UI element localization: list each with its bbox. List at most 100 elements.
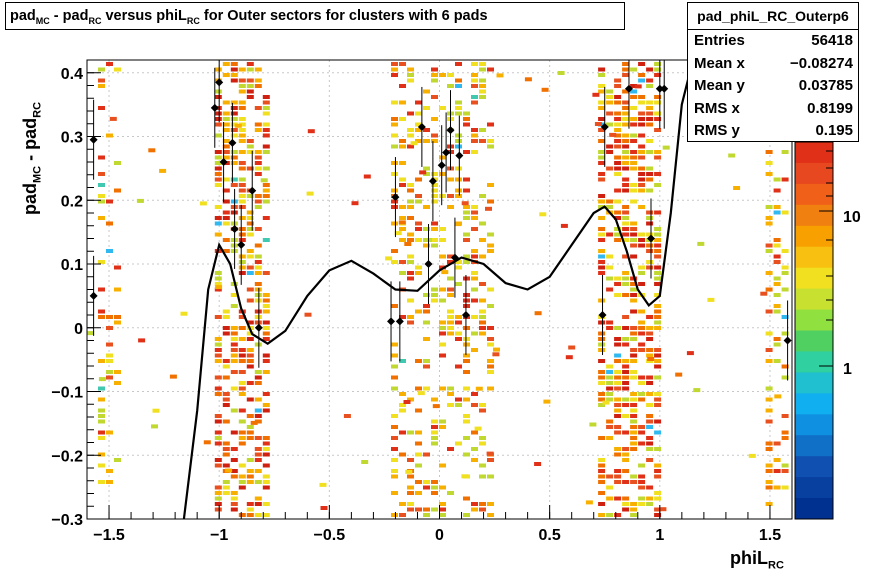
heatmap-cell <box>407 133 414 138</box>
heatmap-cell <box>622 370 630 374</box>
heatmap-cell <box>614 293 622 297</box>
heatmap-cell <box>222 491 230 495</box>
heatmap-cell <box>622 496 630 501</box>
heatmap-cell <box>598 320 606 325</box>
heatmap-cell <box>222 419 230 424</box>
heatmap-cell <box>630 403 638 407</box>
heatmap-cell <box>431 485 438 490</box>
heatmap-cell <box>485 206 492 211</box>
heatmap-cell <box>614 95 622 99</box>
heatmap-cell <box>238 78 246 83</box>
heatmap-cell <box>246 337 254 341</box>
heatmap-cell <box>622 381 630 385</box>
heatmap-cell <box>622 414 630 418</box>
heatmap-cell <box>646 331 654 336</box>
heatmap-cell <box>391 221 398 226</box>
heatmap-cell <box>106 359 113 363</box>
heatmap-cell <box>410 141 418 146</box>
heatmap-cell <box>598 298 606 303</box>
heatmap-cell <box>148 148 156 153</box>
heatmap-cell <box>773 337 781 341</box>
heatmap-cell <box>622 271 630 275</box>
heatmap-cell <box>646 381 654 385</box>
heatmap-cell <box>630 89 638 94</box>
heatmap-cell <box>106 370 113 374</box>
heatmap-cell <box>431 419 438 424</box>
heatmap-cell <box>585 500 593 505</box>
heatmap-cell <box>614 282 622 286</box>
heatmap-cell <box>638 205 646 209</box>
heatmap-cell <box>455 441 462 446</box>
heatmap-cell <box>262 111 270 116</box>
heatmap-cell <box>646 177 654 182</box>
heatmap-cell <box>262 320 270 325</box>
heatmap-cell <box>487 199 494 204</box>
x-tick-label: −1.5 <box>93 527 125 544</box>
heatmap-cell <box>238 419 246 424</box>
heatmap-cell <box>463 276 470 281</box>
profile-point <box>655 84 664 93</box>
heatmap-cell <box>391 491 398 495</box>
heatmap-cell <box>98 452 105 457</box>
heatmap-cell <box>407 260 414 264</box>
heatmap-cell <box>598 469 606 473</box>
heatmap-cell <box>423 309 430 314</box>
heatmap-cell <box>646 375 654 380</box>
y-axis: −0.3 −0.2 −0.1 0 0.1 0.2 0.3 0.4 <box>51 66 101 529</box>
heatmap-cell <box>246 397 254 402</box>
heatmap-cell <box>391 458 398 462</box>
heatmap-cell <box>630 298 638 303</box>
color-scale-step <box>795 246 833 269</box>
heatmap-cell <box>773 254 781 259</box>
heatmap-cell <box>622 480 630 484</box>
heatmap-cell <box>455 337 462 341</box>
heatmap-cell <box>230 100 238 105</box>
heatmap-cell <box>254 309 262 314</box>
color-scale-step <box>795 435 833 457</box>
heatmap-cell <box>238 161 246 165</box>
heatmap-cell <box>230 106 238 110</box>
heatmap-cell <box>606 513 614 517</box>
profile-point <box>89 135 98 144</box>
heatmap-cell <box>238 441 246 446</box>
heatmap-cell <box>493 347 500 352</box>
color-scale-step <box>795 288 833 310</box>
heatmap-cell <box>455 188 462 193</box>
heatmap-cell <box>254 320 262 325</box>
heatmap-cell <box>222 150 230 154</box>
heatmap-cell <box>654 463 662 468</box>
color-scale-step <box>795 372 833 394</box>
heatmap-cell <box>765 397 773 402</box>
heatmap-cell <box>463 254 470 259</box>
heatmap-cell <box>98 183 105 187</box>
heatmap-cell <box>646 353 654 358</box>
heatmap-cell <box>606 392 614 396</box>
heatmap-cell <box>654 62 662 66</box>
heatmap-cell <box>222 122 230 127</box>
heatmap-cell <box>471 348 478 352</box>
heatmap-cell <box>598 381 606 385</box>
heatmap-cell <box>598 436 606 440</box>
heatmap-cell <box>622 166 630 171</box>
heatmap-cell <box>439 502 446 506</box>
heatmap-cell <box>415 139 422 143</box>
heatmap-cell <box>431 95 438 99</box>
heatmap-cell <box>254 166 262 171</box>
heatmap-cell <box>203 440 211 445</box>
heatmap-cell <box>391 172 398 176</box>
heatmap-cell <box>254 370 262 374</box>
heatmap-cell <box>238 254 246 259</box>
heatmap-cell <box>230 155 238 160</box>
heatmap-cell <box>432 404 440 409</box>
heatmap-cell <box>479 331 486 336</box>
heatmap-cell <box>407 397 414 402</box>
heatmap-cell <box>622 386 630 391</box>
heatmap-cell <box>238 271 246 275</box>
heatmap-cell <box>262 392 270 396</box>
heatmap-cell <box>614 216 622 220</box>
heatmap-cell <box>214 150 222 154</box>
heatmap-cell <box>622 188 630 193</box>
heatmap-cell <box>246 150 254 154</box>
heatmap-cell <box>479 95 486 99</box>
heatmap-cell <box>246 502 254 506</box>
